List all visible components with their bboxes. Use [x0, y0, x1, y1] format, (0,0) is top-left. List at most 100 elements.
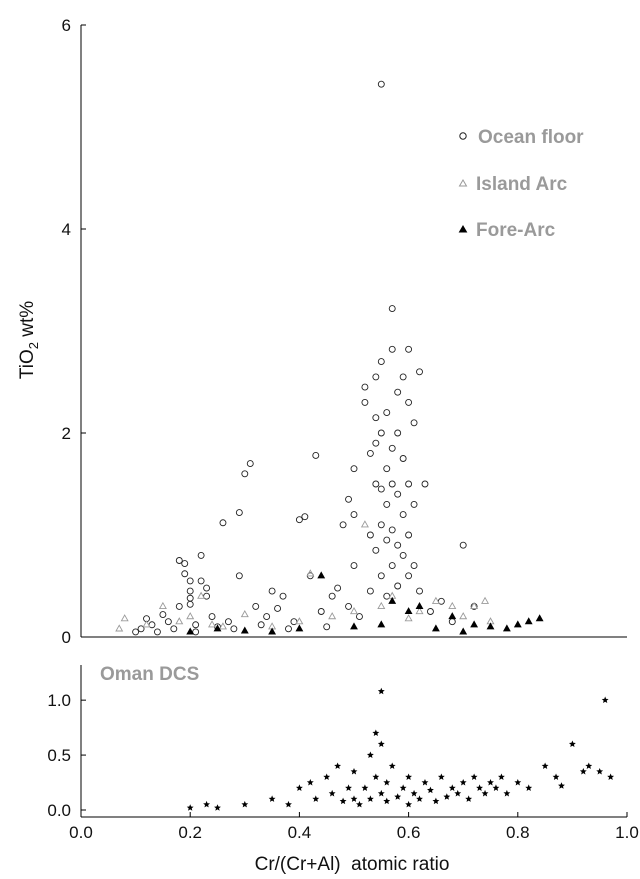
oman-dcs-point: [285, 800, 292, 808]
ocean-floor-point: [399, 551, 407, 559]
ocean-floor-point: [416, 587, 423, 595]
legend-label-fore-arc: Fore-Arc: [476, 220, 556, 241]
ocean-floor-point: [323, 623, 331, 631]
ocean-floor-point: [186, 587, 194, 595]
ocean-floor-point: [405, 531, 413, 539]
island-arc-point: [175, 617, 184, 625]
oman-dcs-point: [377, 789, 385, 797]
x-tick-label: 0.0: [69, 823, 93, 842]
island-arc-point: [218, 622, 227, 630]
oman-dcs-point: [405, 800, 413, 808]
top-points: [115, 80, 544, 636]
ocean-floor-point: [164, 618, 172, 626]
ocean-floor-point: [137, 625, 145, 633]
oman-dcs-point: [427, 786, 434, 794]
ocean-floor-point: [383, 536, 391, 544]
oman-dcs-point: [312, 795, 320, 802]
y-title-rest: wt%: [17, 301, 38, 342]
ocean-floor-point: [366, 449, 374, 457]
oman-dcs-point: [525, 784, 533, 791]
oman-dcs-point: [214, 804, 221, 811]
top-y-tick-label: 0: [62, 628, 71, 647]
ocean-floor-point: [241, 470, 249, 478]
legend-marker-open-triangle: [458, 179, 468, 187]
ocean-floor-point: [295, 516, 303, 524]
oman-dcs-point: [186, 804, 194, 811]
ocean-floor-point: [399, 373, 407, 381]
oman-dcs-point: [492, 784, 500, 791]
ocean-floor-point: [399, 511, 407, 519]
island-arc-point: [120, 614, 129, 622]
x-tick-label: 0.2: [178, 823, 202, 842]
oman-dcs-point: [350, 767, 358, 775]
ocean-floor-point: [257, 621, 265, 629]
ocean-floor-point: [170, 625, 178, 633]
island-arc-point: [197, 591, 206, 599]
ocean-floor-point: [317, 608, 325, 615]
ocean-floor-point: [394, 541, 402, 549]
bottom-x-ticks: 0.0 0.2 0.4 0.6 0.8 1.0: [69, 812, 639, 842]
ocean-floor-point: [328, 592, 336, 600]
ocean-floor-point: [394, 582, 402, 590]
ocean-floor-point: [203, 584, 211, 592]
legend-label-island-arc: Island Arc: [476, 174, 568, 195]
ocean-floor-point: [388, 444, 396, 452]
oman-dcs-point: [366, 751, 374, 758]
island-arc-point: [240, 610, 249, 618]
island-arc-point: [377, 601, 386, 610]
oman-dcs-point: [443, 793, 451, 800]
fore-arc-point: [350, 622, 358, 630]
ocean-floor-point: [334, 584, 342, 592]
oman-dcs-point: [383, 778, 391, 786]
oman-dcs-point: [372, 729, 380, 737]
island-arc-point: [415, 606, 424, 615]
ocean-floor-point: [350, 511, 358, 519]
oman-dcs-point: [601, 696, 609, 704]
oman-dcs-point: [268, 795, 276, 802]
island-arc-point: [481, 596, 490, 604]
oman-dcs-point: [203, 800, 210, 808]
oman-dcs-point: [476, 784, 483, 791]
x-tick-label: 0.4: [288, 823, 312, 842]
ocean-floor-point: [394, 490, 402, 498]
oman-dcs-point: [377, 687, 385, 695]
island-arc-point: [306, 569, 315, 577]
oman-dcs-point: [607, 773, 615, 780]
top-y-tick-label: 4: [62, 220, 71, 239]
legend: Ocean floor Island Arc Fore-Arc: [458, 127, 584, 241]
ocean-floor-point: [421, 480, 429, 488]
bottom-panel: 0.0 0.5 1.0 0.0 0.2 0.4 0.6 0.8 1.0 Oman DCS Cr…: [47, 664, 638, 875]
ocean-floor-point: [366, 587, 374, 595]
ocean-floor-point: [186, 577, 194, 585]
island-arc-point: [360, 520, 369, 528]
island-arc-point: [459, 612, 468, 620]
oman-dcs-point: [306, 778, 314, 786]
ocean-floor-point: [372, 414, 380, 422]
island-arc-point: [115, 624, 124, 632]
oman-dcs-point: [328, 789, 336, 797]
fore-arc-point: [459, 627, 468, 635]
oman-dcs-point: [487, 778, 494, 786]
ocean-floor-point: [350, 562, 358, 570]
top-y-tick-label: 2: [62, 424, 71, 443]
ocean-floor-point: [350, 465, 358, 473]
oman-dcs-point: [405, 773, 413, 780]
ocean-floor-point: [132, 628, 140, 636]
oman-dcs-point: [503, 789, 511, 797]
ocean-floor-point: [388, 480, 396, 488]
ocean-floor-point: [388, 345, 396, 353]
panel-label-oman-dcs: Oman DCS: [100, 664, 199, 685]
oman-dcs-point: [437, 773, 445, 780]
oman-dcs-point: [399, 784, 407, 791]
island-arc-point: [328, 612, 337, 620]
island-arc-point: [431, 596, 440, 604]
ocean-floor-point: [383, 500, 391, 508]
oman-dcs-point: [448, 784, 456, 791]
ocean-floor-point: [372, 373, 380, 381]
legend-label-ocean-floor: Ocean floor: [478, 127, 584, 148]
bottom-points: [186, 687, 615, 811]
oman-dcs-point: [334, 762, 342, 769]
ocean-floor-point: [383, 409, 391, 417]
bottom-y-tick-label: 0.0: [47, 801, 71, 820]
